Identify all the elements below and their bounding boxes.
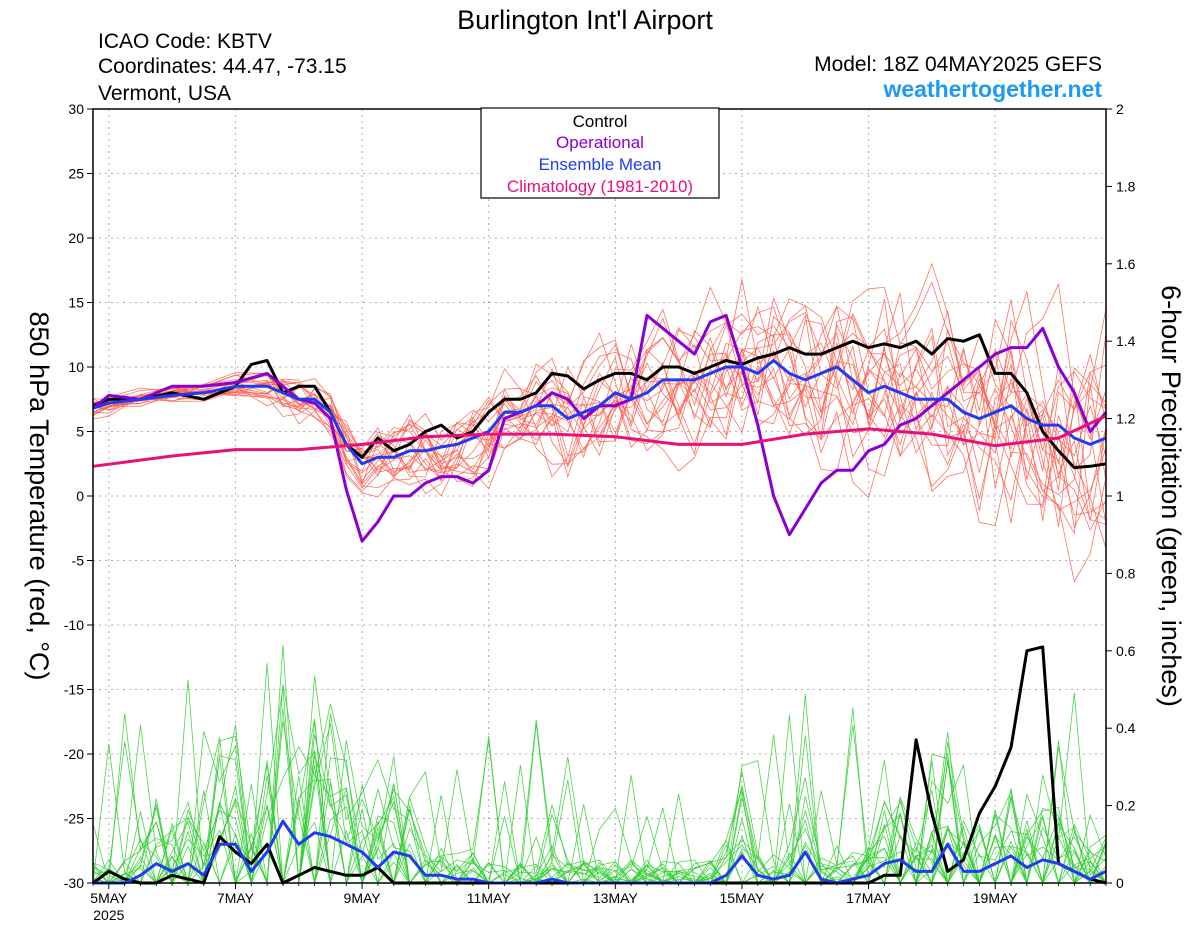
coordinates: Coordinates: 44.47, -73.15 (98, 55, 347, 78)
ensemble-temperature-members (92, 262, 1107, 583)
legend: Control Operational Ensemble Mean Climat… (480, 107, 720, 199)
temp-line-control (92, 333, 1107, 470)
y-right-tick-label: 1.2 (1116, 411, 1136, 427)
x-tick-label: 17MAY (846, 890, 892, 906)
ensemble-temp-member (92, 347, 1107, 535)
legend-control: Control (573, 112, 628, 131)
y-left-tick-label: -10 (64, 617, 84, 633)
y-left-tick-label: -20 (64, 746, 84, 762)
y-left-tick-label: 0 (76, 488, 84, 504)
y-axis-right-label: 6-hour Precipitation (green, inches) (1156, 285, 1186, 707)
ensemble-temp-member (92, 337, 1107, 505)
y-left-tick-label: 5 (76, 424, 84, 440)
ensemble-precipitation-members (92, 644, 1107, 885)
legend-ensemble-mean: Ensemble Mean (539, 155, 662, 174)
ensemble-precip-member (92, 644, 1107, 885)
ensemble-precip-member (92, 692, 1107, 885)
legend-operational: Operational (556, 133, 644, 152)
y-left-tick-label: -5 (72, 553, 85, 569)
temp-line-ensemble-mean (92, 359, 1107, 466)
y-left-tick-label: 30 (68, 101, 84, 117)
y-right-tick-label: 2 (1116, 101, 1124, 117)
y-left-tick-label: 25 (68, 166, 84, 182)
y-axis-left-label: 850 hPa Temperature (red, °C) (24, 312, 54, 681)
site-link[interactable]: weathertogether.net (882, 76, 1102, 102)
main-series (92, 313, 1108, 885)
y-right-tick-label: 1 (1116, 488, 1124, 504)
precip-line-control (92, 645, 1107, 885)
y-left-tick-label: 20 (68, 230, 84, 246)
y-right-tick-label: 0.4 (1116, 720, 1136, 736)
y-left-tick-label: 15 (68, 295, 84, 311)
ensemble-precip-member (93, 735, 1107, 885)
grid-lines (93, 109, 1106, 883)
y-right-tick-label: 0.6 (1116, 643, 1136, 659)
y-right-tick-label: 0.8 (1116, 565, 1136, 581)
y-left-tick-label: -25 (64, 811, 84, 827)
model-run: Model: 18Z 04MAY2025 GEFS (814, 53, 1102, 76)
ensemble-temp-member (92, 298, 1107, 512)
temp-line-operational (92, 313, 1108, 543)
y-right-tick-label: 1.6 (1116, 256, 1136, 272)
axes: 302520151050-5-10-15-20-25-3021.81.61.41… (64, 101, 1136, 923)
chart-title: Burlington Int'l Airport (457, 5, 713, 35)
x-tick-label: 11MAY (467, 890, 511, 906)
y-right-tick-label: 0.2 (1116, 798, 1136, 814)
legend-box (480, 107, 720, 199)
ensemble-temp-member (92, 299, 1107, 529)
y-right-tick-label: 1.8 (1116, 178, 1136, 194)
legend-climatology: Climatology (1981-2010) (507, 177, 693, 196)
y-left-tick-label: -15 (64, 682, 84, 698)
x-tick-label: 7MAY (217, 890, 255, 906)
x-tick-label: 9MAY (344, 890, 382, 906)
ensemble-temp-member (92, 292, 1107, 493)
x-tick-label: 5MAY (90, 890, 128, 906)
region: Vermont, USA (98, 82, 231, 105)
y-right-tick-label: 0 (1116, 875, 1124, 891)
y-right-tick-label: 1.4 (1116, 333, 1136, 349)
y-left-tick-label: -30 (64, 875, 84, 891)
x-tick-label: 19MAY (973, 890, 1019, 906)
ensemble-precip-member (92, 736, 1107, 885)
x-tick-label: 15MAY (720, 890, 766, 906)
ensemble-temp-member (92, 334, 1107, 524)
icao-code: ICAO Code: KBTV (98, 30, 272, 53)
temp-line-climatology- (92, 414, 1107, 468)
x-tick-sublabel: 2025 (93, 907, 124, 923)
x-tick-label: 13MAY (593, 890, 639, 906)
y-left-tick-label: 10 (68, 359, 84, 375)
